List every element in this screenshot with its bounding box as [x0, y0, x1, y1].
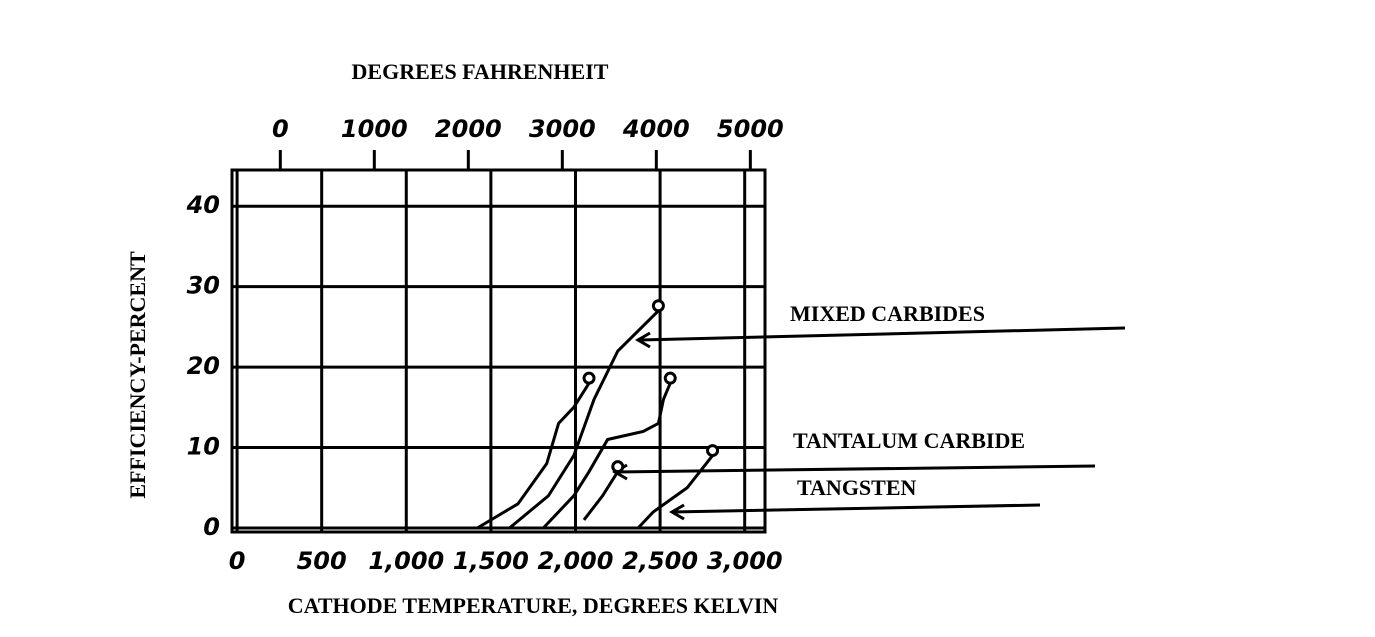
- annotation-arrows: [612, 326, 1126, 521]
- y-tick-label: 0: [203, 513, 220, 541]
- arrow-line: [614, 464, 1096, 474]
- arrow-line: [671, 503, 1041, 514]
- x-tick-label: 500: [297, 547, 347, 575]
- x2-tick-label: 0: [272, 115, 289, 143]
- x2-tick-label: 3000: [529, 115, 596, 143]
- x2-tick-label: 5000: [717, 115, 784, 143]
- x-tick-label: 2,000: [538, 547, 614, 575]
- curve: [637, 454, 714, 530]
- y-tick-label: 20: [187, 352, 220, 380]
- curve: [542, 382, 672, 530]
- arrow-head: [669, 503, 685, 521]
- curve-end: [582, 371, 596, 385]
- annotation: TANTALUM CARBIDE: [793, 428, 1025, 453]
- annotation: TANGSTEN: [797, 475, 917, 500]
- plot-frame: [230, 168, 767, 534]
- arrow-line: [639, 326, 1126, 342]
- curve: [582, 470, 620, 521]
- curve-end: [663, 371, 677, 385]
- x-axis-title: CATHODE TEMPERATURE, DEGREES KELVIN: [288, 593, 779, 618]
- curve-end: [706, 444, 720, 458]
- y-axis-title: EFFICIENCY-PERCENT: [125, 251, 150, 499]
- x-tick-label: 3,000: [707, 547, 783, 575]
- x-tick-label: 0: [229, 547, 246, 575]
- x-tick-label: 1,500: [453, 547, 529, 575]
- y-tick-label: 10: [187, 433, 220, 461]
- x2-tick-label: 4000: [622, 115, 690, 143]
- annotation: MIXED CARBIDES: [790, 301, 985, 326]
- curve: [508, 309, 660, 530]
- y-tick-label: 30: [187, 272, 220, 300]
- x-tick-label: 2,500: [622, 547, 698, 575]
- curve-end: [651, 299, 665, 313]
- curve-end: [611, 460, 625, 474]
- x2-tick-label: 2000: [435, 115, 502, 143]
- x-tick-label: 1,000: [368, 547, 444, 575]
- top-axis-title: DEGREES FAHRENHEIT: [352, 59, 609, 84]
- arrow-head: [635, 331, 651, 349]
- x2-tick-label: 1000: [341, 115, 408, 143]
- y-tick-label: 40: [186, 191, 220, 219]
- curve: [476, 382, 591, 530]
